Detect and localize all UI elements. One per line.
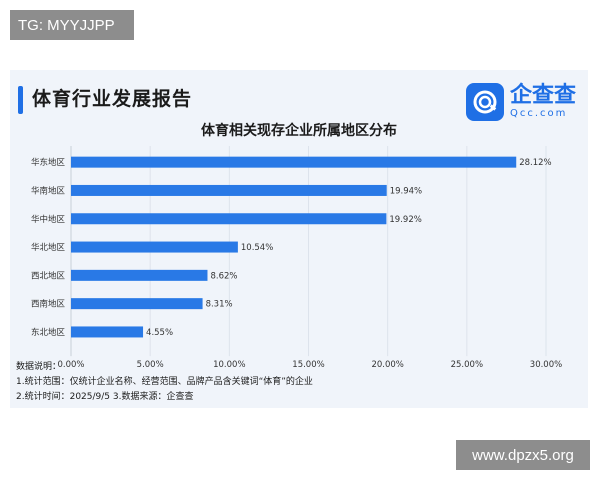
logo-domain: Qcc.com	[510, 108, 568, 119]
notes-heading: 数据说明：	[16, 362, 62, 372]
chart-title: 体育相关现存企业所属地区分布	[201, 123, 397, 139]
watermark: www.dpzx5.org	[456, 440, 590, 470]
data-label: 19.94%	[390, 186, 422, 196]
category-label: 华南地区	[31, 185, 66, 196]
tg-label: TG: MYYJJPP	[10, 10, 134, 40]
bar	[71, 269, 208, 281]
bar	[71, 241, 238, 253]
category-label: 华中地区	[31, 214, 66, 225]
qcc-logo: 企查查 Qcc.com	[466, 82, 576, 122]
notes-line-2: 2.统计时间：2025/9/5 3.数据来源：企查查	[16, 392, 194, 402]
x-tick-label: 10.00%	[213, 360, 245, 370]
category-label: 华北地区	[31, 242, 66, 253]
data-label: 10.54%	[241, 243, 273, 253]
data-label: 8.62%	[210, 271, 237, 281]
category-label: 东北地区	[31, 327, 66, 338]
data-label: 28.12%	[519, 158, 551, 168]
x-tick-label: 25.00%	[451, 360, 483, 370]
x-tick-label: 30.00%	[530, 360, 562, 370]
logo-name: 企查查	[510, 83, 577, 108]
category-label: 西北地区	[31, 270, 66, 281]
qcc-logo-icon	[466, 83, 504, 121]
bar	[71, 326, 144, 338]
x-tick-label: 15.00%	[292, 360, 324, 370]
report-title: 体育行业发展报告	[32, 88, 193, 110]
bar	[71, 298, 203, 310]
data-notes: 数据说明： 1.统计范围：仅统计企业名称、经营范围、品牌产品含关键词“体育”的企…	[16, 360, 313, 405]
title-accent-bar	[18, 86, 23, 114]
report-card: 体育行业发展报告 企查查 Qcc.com 体育相关现存企业所属地区分布 0.00…	[10, 70, 588, 408]
data-label: 19.92%	[389, 215, 421, 225]
bar	[71, 156, 517, 168]
notes-line-1: 1.统计范围：仅统计企业名称、经营范围、品牌产品含关键词“体育”的企业	[16, 377, 313, 387]
x-tick-label: 5.00%	[137, 360, 164, 370]
x-tick-label: 0.00%	[57, 360, 84, 370]
category-label: 西南地区	[31, 299, 66, 310]
bar	[71, 184, 387, 196]
category-label: 华东地区	[31, 157, 66, 168]
data-label: 4.55%	[146, 328, 173, 338]
bar	[71, 213, 387, 225]
data-label: 8.31%	[206, 300, 233, 310]
x-tick-label: 20.00%	[371, 360, 403, 370]
bar-chart: 0.00% 5.00% 10.00% 15.00% 20.00% 25.00% 30.00%…	[31, 146, 562, 370]
